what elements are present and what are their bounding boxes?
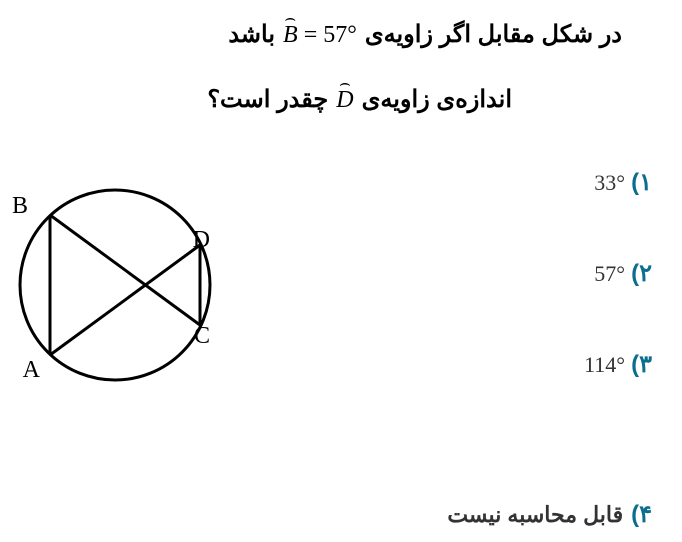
svg-text:D: D (193, 227, 210, 253)
q2-math: D (336, 87, 353, 114)
q2-text-a: اندازه‌ی زاویه‌ی (362, 85, 512, 114)
question-line-2: اندازه‌ی زاویه‌ی D چقدر است؟ (207, 85, 512, 114)
angle-d-hat: D (336, 87, 353, 114)
angle-b-hat: B (283, 22, 298, 49)
options-list: ۱) 33° ۲) 57° ۳) 114° (584, 168, 652, 379)
option-1-value: 33° (594, 170, 625, 196)
option-2: ۲) 57° (584, 259, 652, 288)
option-3: ۳) 114° (584, 350, 652, 379)
option-2-value: 57° (594, 261, 625, 287)
svg-text:C: C (194, 323, 210, 349)
option-4: ۴) قابل محاسبه نیست (447, 500, 652, 529)
q1-math: B = 57° (283, 22, 357, 49)
option-4-text: قابل محاسبه نیست (447, 502, 623, 528)
option-4-number: ۴) (631, 500, 652, 529)
option-1: ۱) 33° (584, 168, 652, 197)
option-1-number: ۱) (631, 168, 652, 197)
geometry-diagram: B D C A (0, 170, 230, 400)
svg-text:B: B (12, 193, 28, 219)
svg-text:A: A (23, 357, 41, 383)
option-2-number: ۲) (631, 259, 652, 288)
question-line-1: در شکل مقابل اگر زاویه‌ی B = 57° باشد (60, 20, 622, 49)
option-3-number: ۳) (631, 350, 652, 379)
option-3-value: 114° (584, 352, 625, 378)
q1-text-b: باشد (228, 20, 275, 49)
q1-text-a: در شکل مقابل اگر زاویه‌ی (365, 20, 622, 49)
angle-b-value: = 57° (304, 22, 357, 49)
q2-text-b: چقدر است؟ (207, 85, 328, 114)
